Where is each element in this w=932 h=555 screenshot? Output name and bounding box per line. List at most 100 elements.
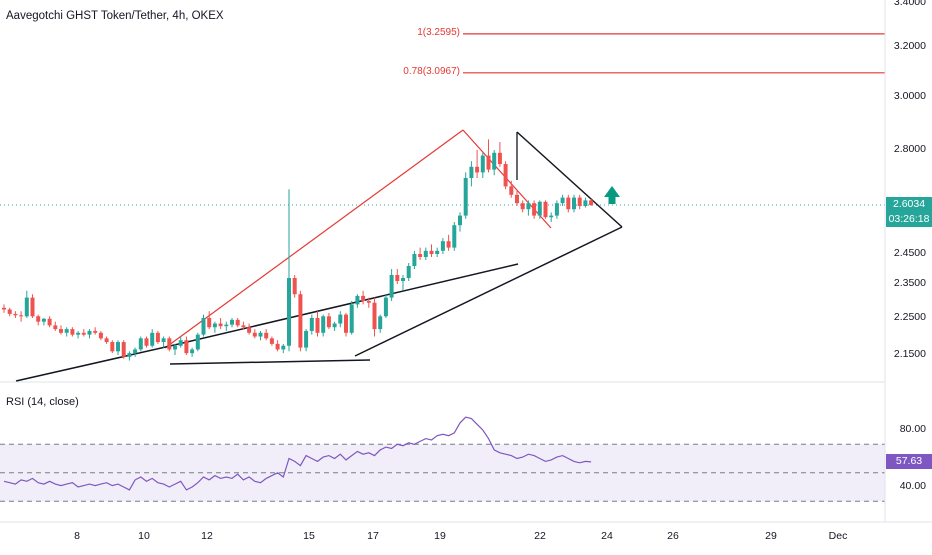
candle-body — [138, 338, 143, 350]
candle-body — [195, 334, 200, 350]
candle-body — [212, 323, 217, 328]
date-tick-label: 10 — [138, 530, 150, 542]
candle-body — [24, 297, 29, 317]
candle-body — [201, 318, 206, 335]
up-arrow-icon — [604, 186, 620, 197]
candle-body — [383, 297, 388, 317]
candle-body — [406, 266, 411, 278]
candle-body — [401, 278, 405, 281]
candle-body — [549, 215, 554, 218]
upper-trendline — [169, 263, 519, 347]
axes — [0, 0, 932, 523]
candle-body — [515, 194, 519, 204]
candle-body — [435, 250, 440, 254]
candle-body — [81, 332, 86, 335]
rsi-tick-label: 40.00 — [899, 480, 926, 492]
candle-body — [2, 307, 6, 310]
candle-body — [543, 201, 548, 218]
rsi-tick-label: 80.00 — [899, 423, 926, 435]
candle-body — [566, 197, 571, 210]
candle-body — [418, 254, 423, 257]
candle-body — [475, 166, 480, 173]
candle-body — [423, 250, 428, 257]
candles — [2, 139, 594, 361]
candle-body — [241, 325, 246, 328]
price-tick-label: 3.4000 — [893, 0, 926, 8]
candle-body — [30, 297, 35, 317]
candle-body — [298, 294, 303, 348]
candle-body — [577, 197, 582, 206]
candle-body — [560, 197, 565, 204]
candle-body — [13, 313, 18, 316]
candle-body — [429, 250, 434, 254]
candle-body — [252, 332, 257, 337]
candle-body — [19, 315, 24, 317]
candle-body — [361, 295, 366, 301]
candle-body — [98, 332, 103, 339]
candle-body — [446, 241, 451, 248]
price-tick-label: 3.0000 — [893, 90, 926, 102]
candle-body — [520, 203, 525, 210]
candle-body — [469, 166, 474, 178]
candle-body — [440, 241, 445, 251]
candle-body — [110, 342, 115, 352]
candle-body — [509, 186, 514, 195]
candle-body — [554, 203, 559, 216]
candle-body — [503, 164, 508, 187]
date-tick-label: 26 — [667, 530, 679, 542]
up-arrow-shaft — [608, 196, 616, 204]
candle-body — [287, 278, 291, 346]
candle-body — [264, 332, 269, 339]
rsi-line — [3, 416, 592, 491]
candle-body — [309, 318, 314, 331]
fib-level-label: 0.78(3.0967) — [403, 65, 460, 77]
candle-body — [486, 155, 491, 170]
price-tick-label: 2.8000 — [893, 143, 926, 155]
candle-body — [53, 325, 58, 330]
date-tick-label: 24 — [601, 530, 613, 542]
candle-body — [589, 200, 594, 206]
date-tick-label: 17 — [367, 530, 379, 542]
price-tick-label: 3.2000 — [893, 40, 926, 52]
candle-body — [338, 314, 343, 324]
candle-body — [480, 155, 485, 173]
candle-body — [378, 316, 383, 330]
date-tick-label: 29 — [765, 530, 777, 542]
candle-body — [218, 323, 223, 327]
candle-body — [133, 349, 138, 354]
candle-body — [583, 200, 588, 206]
candle-body — [492, 152, 497, 170]
impulse-line-up — [164, 129, 464, 349]
candle-body — [344, 314, 348, 333]
candle-body — [7, 309, 12, 314]
candle-body — [292, 278, 297, 295]
candle-body — [41, 318, 46, 322]
triangle-upper-edge — [516, 131, 623, 228]
drawings — [0, 33, 885, 382]
candle-body — [47, 318, 52, 326]
candle-body — [184, 340, 189, 354]
candle-body — [76, 332, 81, 335]
candle-body — [70, 329, 75, 335]
rsi-title: RSI (14, close) — [6, 396, 79, 408]
candle-body — [59, 329, 63, 333]
candle-body — [93, 330, 98, 333]
date-tick-label: 22 — [534, 530, 546, 542]
candle-body — [155, 332, 160, 343]
candle-body — [281, 345, 286, 350]
date-tick-label: 8 — [74, 530, 80, 542]
rsi-band — [0, 443, 885, 502]
candle-body — [526, 203, 531, 210]
last-price-badge: 2.6034 — [886, 197, 932, 213]
candle-body — [332, 323, 337, 328]
countdown-badge: 03:26:18 — [886, 212, 932, 228]
price-tick-label: 2.3500 — [893, 277, 926, 289]
candle-body — [497, 152, 502, 164]
candle-body — [304, 330, 309, 348]
candle-body — [116, 342, 120, 352]
candle-body — [395, 275, 400, 281]
candle-body — [150, 332, 155, 346]
candle-body — [258, 332, 263, 337]
date-tick-label: 15 — [303, 530, 315, 542]
